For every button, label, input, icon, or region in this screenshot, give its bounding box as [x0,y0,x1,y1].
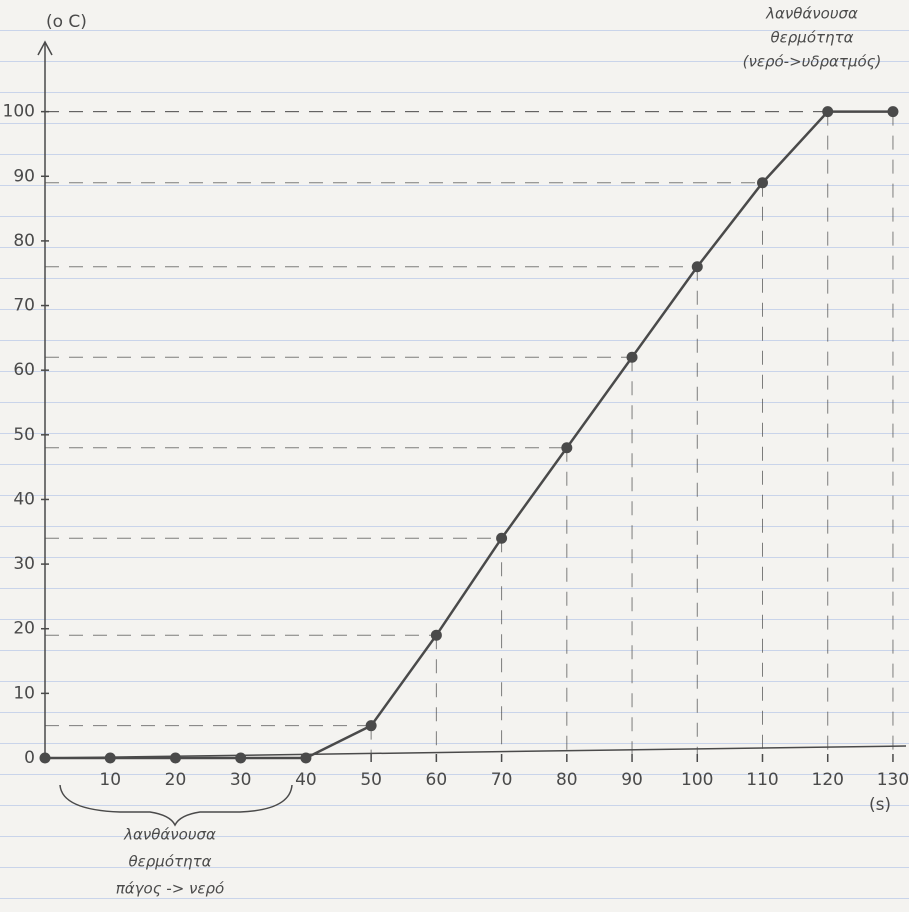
x-tick-label: 120 [812,770,844,790]
data-point [105,753,116,764]
x-tick-label: 40 [295,770,317,790]
x-axis-label: (s) [869,795,891,815]
annotation: θερμότητα [129,853,212,871]
y-tick-label: 10 [13,683,35,703]
data-point [170,753,181,764]
x-tick-label: 20 [165,770,187,790]
data-line [45,112,893,758]
data-point [757,177,768,188]
brace [60,785,292,825]
chart: (ο C) (s) λανθάνουσα θερμότητα (νερό->υδ… [0,0,909,912]
x-tick-label: 70 [491,770,513,790]
annotation: (νερό->υδρατμός) [743,53,882,71]
y-tick-label: 30 [13,554,35,574]
annotation: πάγος -> νερό [116,880,224,898]
y-tick-label: 80 [13,231,35,251]
x-tick-label: 110 [746,770,778,790]
data-point [561,442,572,453]
annotation: λανθάνουσα [765,5,858,23]
x-tick-label: 100 [681,770,713,790]
x-tick-label: 60 [426,770,448,790]
y-tick-label: 90 [13,166,35,186]
data-point [366,720,377,731]
data-point [822,106,833,117]
x-tick-label: 30 [230,770,252,790]
y-tick-label: 100 [3,102,35,122]
y-tick-label: 50 [13,425,35,445]
y-tick-label: 0 [24,748,35,768]
data-point [300,753,311,764]
data-point [496,533,507,544]
y-tick-label: 20 [13,619,35,639]
x-tick-label: 130 [877,770,909,790]
data-point [235,753,246,764]
y-tick-label: 70 [13,296,35,316]
x-tick-label: 80 [556,770,578,790]
data-point [40,753,51,764]
data-point [627,352,638,363]
y-axis-label: (ο C) [46,12,87,32]
annotation: λανθάνουσα [123,826,216,844]
x-tick-label: 50 [360,770,382,790]
data-point [692,261,703,272]
annotation: θερμότητα [771,29,854,47]
y-tick-label: 60 [13,360,35,380]
x-tick-label: 90 [621,770,643,790]
x-tick-label: 10 [99,770,121,790]
data-point [431,630,442,641]
y-tick-label: 40 [13,489,35,509]
data-point [887,106,898,117]
